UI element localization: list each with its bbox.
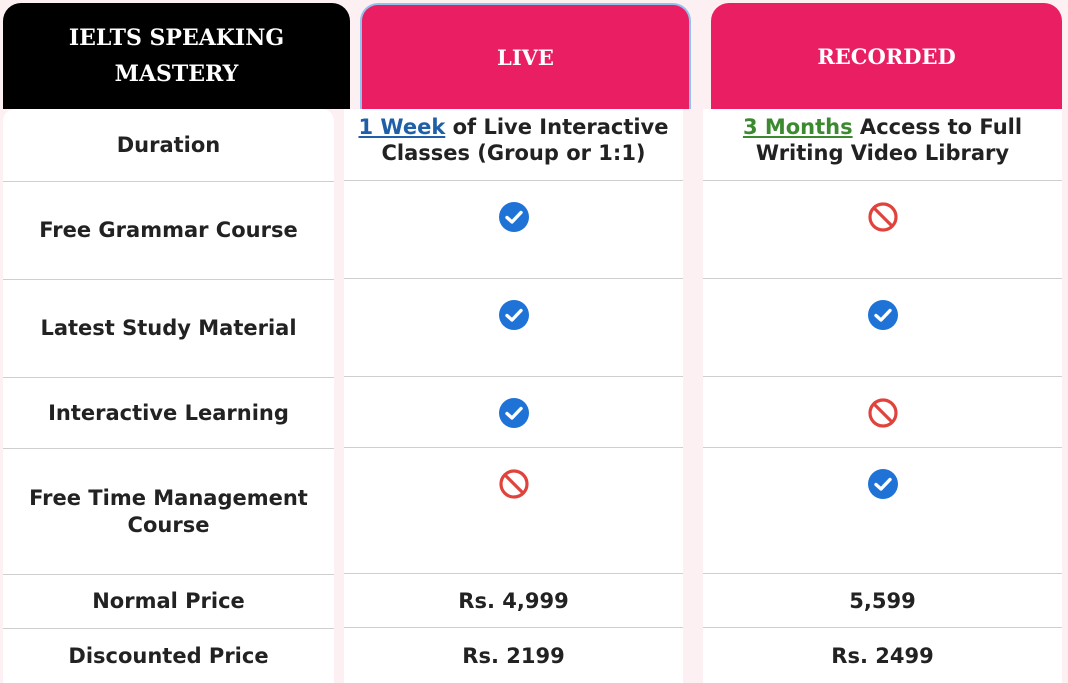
live-discount-price-cell: Rs. 2199 bbox=[344, 628, 683, 683]
live-interactive-cell bbox=[344, 377, 683, 448]
recorded-study-cell bbox=[703, 279, 1062, 377]
recorded-interactive-cell bbox=[703, 377, 1062, 448]
recorded-column: 3 Months Access to Full Writing Video Li… bbox=[703, 109, 1062, 683]
live-column: 1 Week of Live Interactive Classes (Grou… bbox=[344, 109, 683, 683]
check-icon bbox=[498, 300, 529, 330]
row-label: Interactive Learning bbox=[48, 400, 289, 425]
recorded-duration-rest: Access to Full bbox=[852, 115, 1023, 139]
row-label: Normal Price bbox=[92, 589, 245, 613]
recorded-duration-highlight[interactable]: 3 Months bbox=[742, 115, 853, 139]
recorded-duration-cell: 3 Months Access to Full Writing Video Li… bbox=[703, 109, 1062, 181]
row-label: Latest Study Material bbox=[40, 316, 297, 340]
row-label: Duration bbox=[116, 132, 221, 157]
live-study-cell bbox=[344, 279, 683, 377]
recorded-normal-price: 5,599 bbox=[849, 588, 916, 613]
header-recorded-label: RECORDED bbox=[817, 43, 956, 69]
row-normal-price-label: Normal Price bbox=[3, 575, 334, 629]
recorded-duration-text: 3 Months Access to Full Writing Video Li… bbox=[703, 114, 1062, 166]
row-grammar-label: Free Grammar Course bbox=[3, 182, 334, 280]
recorded-grammar-cell bbox=[703, 181, 1062, 279]
row-label: Free Time Management Course bbox=[29, 485, 308, 537]
check-icon bbox=[498, 398, 529, 428]
header-title: IELTS SPEAKING MASTERY bbox=[3, 3, 350, 109]
no-icon bbox=[867, 398, 898, 428]
recorded-discount-price-cell: Rs. 2499 bbox=[703, 628, 1062, 683]
recorded-duration-line2: Writing Video Library bbox=[755, 141, 1010, 165]
live-duration-rest: of Live Interactive bbox=[445, 115, 669, 139]
row-interactive-label: Interactive Learning bbox=[3, 378, 334, 449]
header-title-line2: MASTERY bbox=[114, 61, 239, 87]
check-icon bbox=[867, 469, 898, 499]
recorded-discount-price: Rs. 2499 bbox=[831, 643, 934, 668]
live-duration-highlight[interactable]: 1 Week bbox=[358, 115, 446, 139]
header-live-label: LIVE bbox=[497, 44, 554, 70]
live-normal-price: Rs. 4,999 bbox=[458, 588, 569, 613]
row-study-label: Latest Study Material bbox=[3, 280, 334, 378]
row-time-mgmt-label: Free Time Management Course bbox=[3, 449, 334, 575]
live-duration-cell: 1 Week of Live Interactive Classes (Grou… bbox=[344, 109, 683, 181]
live-normal-price-cell: Rs. 4,999 bbox=[344, 574, 683, 628]
check-icon bbox=[867, 300, 898, 330]
live-duration-text: 1 Week of Live Interactive Classes (Grou… bbox=[344, 114, 683, 166]
live-duration-line2: Classes (Group or 1:1) bbox=[381, 141, 646, 165]
no-icon bbox=[867, 202, 898, 232]
live-time-mgmt-cell bbox=[344, 448, 683, 574]
no-icon bbox=[498, 469, 529, 499]
live-discount-price: Rs. 2199 bbox=[462, 643, 565, 668]
header-recorded[interactable]: RECORDED bbox=[711, 3, 1062, 109]
row-label: Free Grammar Course bbox=[39, 218, 298, 242]
row-duration-label: Duration bbox=[3, 109, 334, 182]
live-grammar-cell bbox=[344, 181, 683, 279]
feature-column: Duration Free Grammar Course Latest Stud… bbox=[3, 109, 334, 683]
recorded-time-mgmt-cell bbox=[703, 448, 1062, 574]
header-live[interactable]: LIVE bbox=[360, 3, 691, 109]
check-icon bbox=[498, 202, 529, 232]
header-title-line1: IELTS SPEAKING bbox=[68, 25, 285, 51]
recorded-normal-price-cell: 5,599 bbox=[703, 574, 1062, 628]
row-label: Discounted Price bbox=[68, 643, 269, 668]
row-discount-price-label: Discounted Price bbox=[3, 629, 334, 683]
